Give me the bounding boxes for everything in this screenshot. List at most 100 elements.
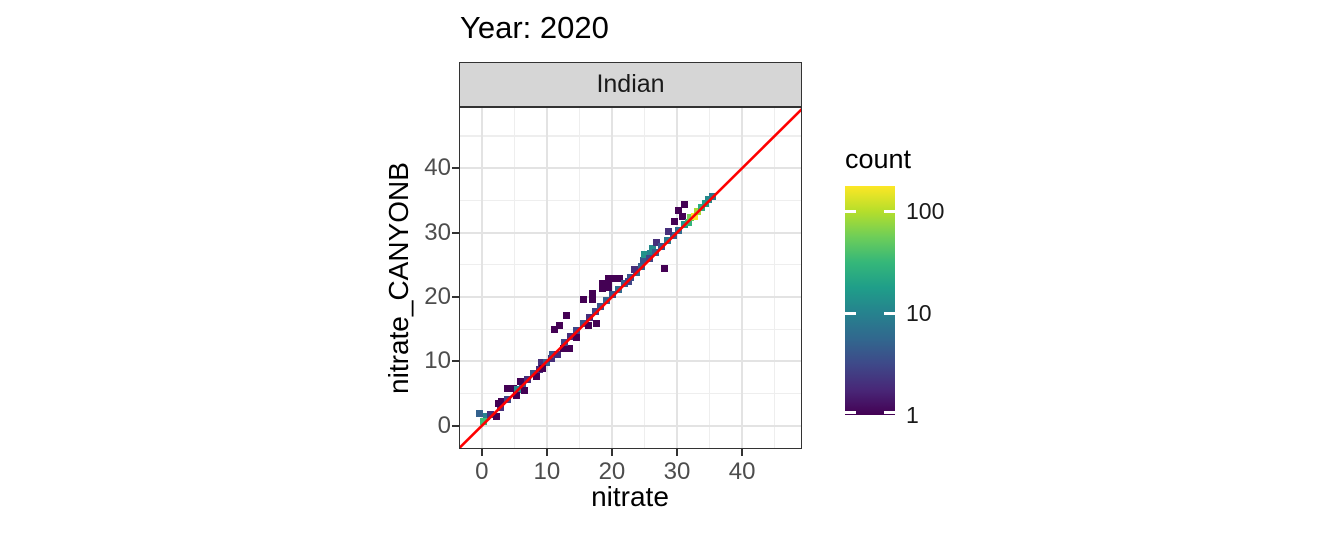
bin2d-tile xyxy=(648,244,656,252)
y-major-gridline xyxy=(459,424,802,427)
legend-tick-dash xyxy=(845,410,856,414)
bin2d-tile xyxy=(572,334,580,342)
x-axis-tick-label: 20 xyxy=(598,458,626,485)
bin2d-tile xyxy=(554,351,562,359)
x-minor-gridline xyxy=(773,107,776,449)
x-axis-tick xyxy=(480,449,483,456)
y-axis-tick xyxy=(452,296,459,298)
bin2d-tile xyxy=(609,290,617,298)
bin2d-tile xyxy=(510,384,518,392)
x-major-gridline xyxy=(676,107,679,449)
bin2d-tile xyxy=(479,418,487,426)
y-minor-gridline xyxy=(459,264,802,266)
bin2d-tile xyxy=(521,386,529,394)
bin2d-tile xyxy=(681,201,689,209)
y-axis-tick xyxy=(452,231,459,234)
x-major-gridline xyxy=(545,107,548,449)
x-minor-gridline xyxy=(578,107,581,449)
y-minor-gridline xyxy=(459,328,802,330)
bin2d-tile xyxy=(670,218,678,226)
bin2d-tile xyxy=(539,364,547,372)
bin2d-tile xyxy=(591,308,599,316)
plot-panel xyxy=(459,107,802,449)
y-axis-tick-label: 30 xyxy=(424,218,451,246)
legend-tick-dash xyxy=(845,311,856,315)
bin2d-tile xyxy=(665,228,673,236)
bin2d-tile xyxy=(592,319,600,327)
bin2d-tile xyxy=(610,274,618,282)
bin2d-tile xyxy=(597,302,605,310)
bin2d-tile xyxy=(653,239,661,247)
y-axis-tick-label: 0 xyxy=(437,411,451,439)
identity-reference-line xyxy=(459,108,802,449)
bin2d-tile xyxy=(585,321,593,329)
x-axis-tick-label: 0 xyxy=(475,458,489,485)
x-major-gridline xyxy=(741,107,744,449)
y-minor-gridline xyxy=(459,392,802,395)
facet-strip: Indian xyxy=(459,62,802,107)
bin2d-tile xyxy=(562,312,570,320)
legend-tick-label: 10 xyxy=(906,299,932,326)
x-axis-title: nitrate xyxy=(591,481,669,512)
bin2d-tile xyxy=(580,296,588,304)
legend-tick-dash xyxy=(845,210,856,214)
bin2d-tile xyxy=(599,279,607,287)
x-minor-gridline xyxy=(708,107,711,449)
bin2d-tile xyxy=(498,398,506,406)
legend-tick-dash xyxy=(884,410,895,414)
x-major-gridline xyxy=(480,107,483,449)
bin2d-tile xyxy=(585,314,593,322)
bin2d-tile xyxy=(476,410,484,418)
bin2d-tile xyxy=(605,279,613,287)
y-major-gridline xyxy=(459,167,802,170)
facet-strip-label: Indian xyxy=(596,70,665,98)
y-axis-tick xyxy=(452,424,459,427)
bin2d-tile xyxy=(537,358,545,366)
bin2d-tile xyxy=(551,326,559,334)
legend-tick-label: 100 xyxy=(906,198,945,225)
bin2d-tile xyxy=(492,413,500,421)
legend-tick-label: 1 xyxy=(906,401,919,428)
y-axis-tick xyxy=(452,360,459,363)
y-minor-gridline xyxy=(459,135,802,137)
bin2d-tile xyxy=(560,345,568,353)
bin2d-tile xyxy=(604,274,612,282)
bin2d-tile xyxy=(579,319,587,327)
x-axis-tick-label: 10 xyxy=(533,458,561,485)
bin2d-tile xyxy=(675,207,683,215)
legend-tick-dash xyxy=(884,210,895,214)
bin2d-tile xyxy=(616,274,624,282)
x-axis-tick xyxy=(610,449,613,456)
bin2d-tile xyxy=(678,212,686,220)
bin2d-tile xyxy=(494,400,502,408)
bin2d-tile xyxy=(556,322,564,330)
bin2d-tile xyxy=(482,413,490,421)
x-axis-tick xyxy=(676,449,679,456)
bin2d-tile xyxy=(604,284,612,292)
y-minor-gridline xyxy=(459,199,802,202)
bin2d-tile xyxy=(685,219,693,227)
bin2d-tile xyxy=(588,296,596,304)
y-axis-tick-label: 20 xyxy=(424,283,451,310)
bin2d-tile xyxy=(588,290,596,298)
bin2d-tile xyxy=(640,250,648,258)
x-minor-gridline xyxy=(513,107,515,449)
x-axis-tick-label: 40 xyxy=(728,458,756,485)
y-axis-tick xyxy=(452,167,459,170)
x-axis-tick xyxy=(545,449,548,456)
bin2d-tile xyxy=(517,377,525,385)
bin2d-tile xyxy=(504,384,512,392)
y-axis-tick-label: 40 xyxy=(424,154,451,182)
y-major-gridline xyxy=(459,231,802,234)
bin2d-tile xyxy=(640,256,648,264)
bin2d-tile xyxy=(566,345,574,353)
bin2d-tile xyxy=(660,264,668,272)
plot-title: Year: 2020 xyxy=(460,10,609,45)
bin2d-tile xyxy=(646,249,654,257)
y-axis-tick-label: 10 xyxy=(424,347,451,375)
x-minor-gridline xyxy=(643,107,646,449)
y-major-gridline xyxy=(459,296,802,298)
legend-colorbar xyxy=(845,186,895,415)
bin2d-tile xyxy=(487,411,495,419)
